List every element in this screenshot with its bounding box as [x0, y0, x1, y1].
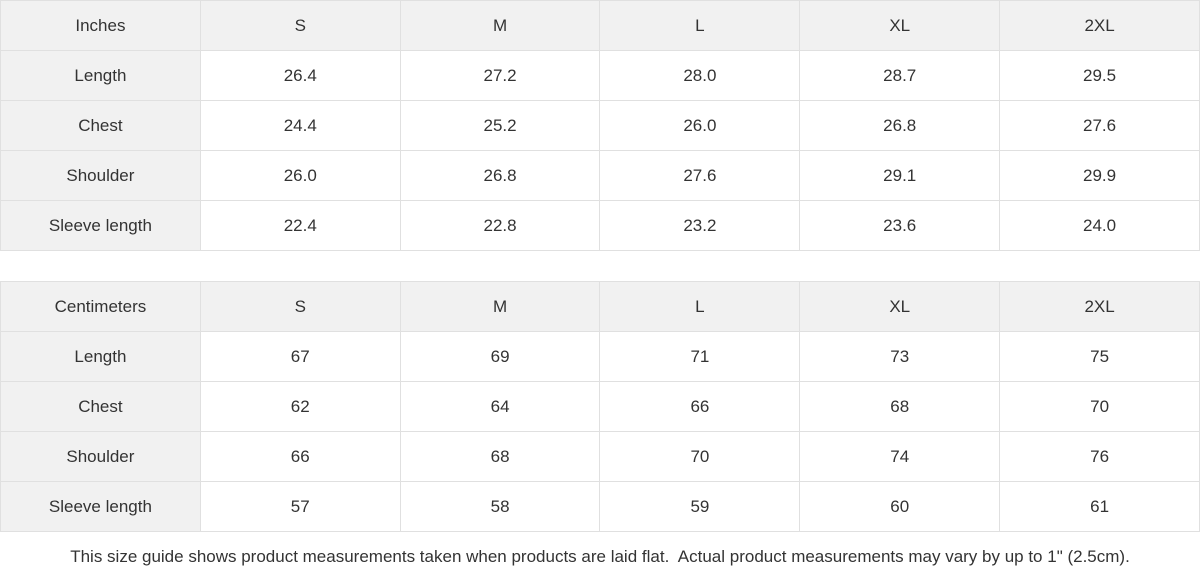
measurement-cell: 29.5	[999, 50, 1200, 101]
measurement-cell: 28.0	[599, 50, 801, 101]
measurement-cell: 22.8	[399, 200, 601, 251]
measurement-cell: 68	[799, 381, 1001, 432]
measurement-cell: 57	[199, 481, 401, 532]
size-header-cell: S	[199, 0, 401, 51]
measurement-cell: 27.6	[599, 150, 801, 201]
measurement-cell: 71	[599, 331, 801, 382]
measurement-cell: 74	[799, 431, 1001, 482]
size-header-cell: XL	[799, 0, 1001, 51]
measurement-cell: 23.2	[599, 200, 801, 251]
unit-header-cell: Inches	[0, 0, 201, 51]
measurement-cell: 26.4	[199, 50, 401, 101]
row-label-cell: Length	[0, 50, 201, 101]
measurement-cell: 27.6	[999, 100, 1200, 151]
measurement-cell: 58	[399, 481, 601, 532]
measurement-cell: 75	[999, 331, 1200, 382]
unit-header-cell: Centimeters	[0, 281, 201, 332]
measurement-cell: 24.0	[999, 200, 1200, 251]
measurement-cell: 24.4	[199, 100, 401, 151]
measurement-cell: 23.6	[799, 200, 1001, 251]
measurement-cell: 26.0	[599, 100, 801, 151]
size-header-cell: M	[399, 281, 601, 332]
measurement-cell: 22.4	[199, 200, 401, 251]
size-header-cell: S	[199, 281, 401, 332]
header-row: Centimeters S M L XL 2XL	[0, 281, 1200, 332]
measurement-cell: 66	[199, 431, 401, 482]
size-guide-note: This size guide shows product measuremen…	[70, 547, 1130, 566]
centimeters-table: Centimeters S M L XL 2XL Length 67 69 71 73 75 Chest…	[0, 281, 1200, 532]
measurement-cell: 26.8	[399, 150, 601, 201]
measurement-cell: 76	[999, 431, 1200, 482]
row-label-cell: Shoulder	[0, 150, 201, 201]
measurement-cell: 61	[999, 481, 1200, 532]
measurement-cell: 66	[599, 381, 801, 432]
measurement-cell: 67	[199, 331, 401, 382]
measurement-cell: 68	[399, 431, 601, 482]
measurement-cell: 59	[599, 481, 801, 532]
table-row: Chest 62 64 66 68 70	[0, 381, 1200, 432]
measurement-cell: 29.9	[999, 150, 1200, 201]
table-row: Length 26.4 27.2 28.0 28.7 29.5	[0, 50, 1200, 101]
table-row: Sleeve length 57 58 59 60 61	[0, 481, 1200, 532]
table-row: Shoulder 26.0 26.8 27.6 29.1 29.9	[0, 150, 1200, 201]
table-gap	[0, 251, 1200, 281]
measurement-cell: 60	[799, 481, 1001, 532]
measurement-cell: 64	[399, 381, 601, 432]
table-row: Chest 24.4 25.2 26.0 26.8 27.6	[0, 100, 1200, 151]
table-row: Shoulder 66 68 70 74 76	[0, 431, 1200, 482]
measurement-cell: 26.0	[199, 150, 401, 201]
measurement-cell: 27.2	[399, 50, 601, 101]
size-guide-footer: This size guide shows product measuremen…	[0, 532, 1200, 582]
row-label-cell: Length	[0, 331, 201, 382]
row-label-cell: Chest	[0, 100, 201, 151]
size-header-cell: XL	[799, 281, 1001, 332]
measurement-cell: 70	[599, 431, 801, 482]
size-header-cell: 2XL	[999, 0, 1200, 51]
size-header-cell: L	[599, 281, 801, 332]
measurement-cell: 25.2	[399, 100, 601, 151]
measurement-cell: 28.7	[799, 50, 1001, 101]
header-row: Inches S M L XL 2XL	[0, 0, 1200, 51]
size-header-cell: 2XL	[999, 281, 1200, 332]
row-label-cell: Sleeve length	[0, 200, 201, 251]
size-header-cell: L	[599, 0, 801, 51]
inches-table: Inches S M L XL 2XL Length 26.4 27.2 28.0 28.7 29.5…	[0, 0, 1200, 251]
table-row: Sleeve length 22.4 22.8 23.2 23.6 24.0	[0, 200, 1200, 251]
table-row: Length 67 69 71 73 75	[0, 331, 1200, 382]
measurement-cell: 62	[199, 381, 401, 432]
row-label-cell: Chest	[0, 381, 201, 432]
measurement-cell: 73	[799, 331, 1001, 382]
measurement-cell: 29.1	[799, 150, 1001, 201]
measurement-cell: 69	[399, 331, 601, 382]
measurement-cell: 26.8	[799, 100, 1001, 151]
row-label-cell: Sleeve length	[0, 481, 201, 532]
size-header-cell: M	[399, 0, 601, 51]
row-label-cell: Shoulder	[0, 431, 201, 482]
measurement-cell: 70	[999, 381, 1200, 432]
